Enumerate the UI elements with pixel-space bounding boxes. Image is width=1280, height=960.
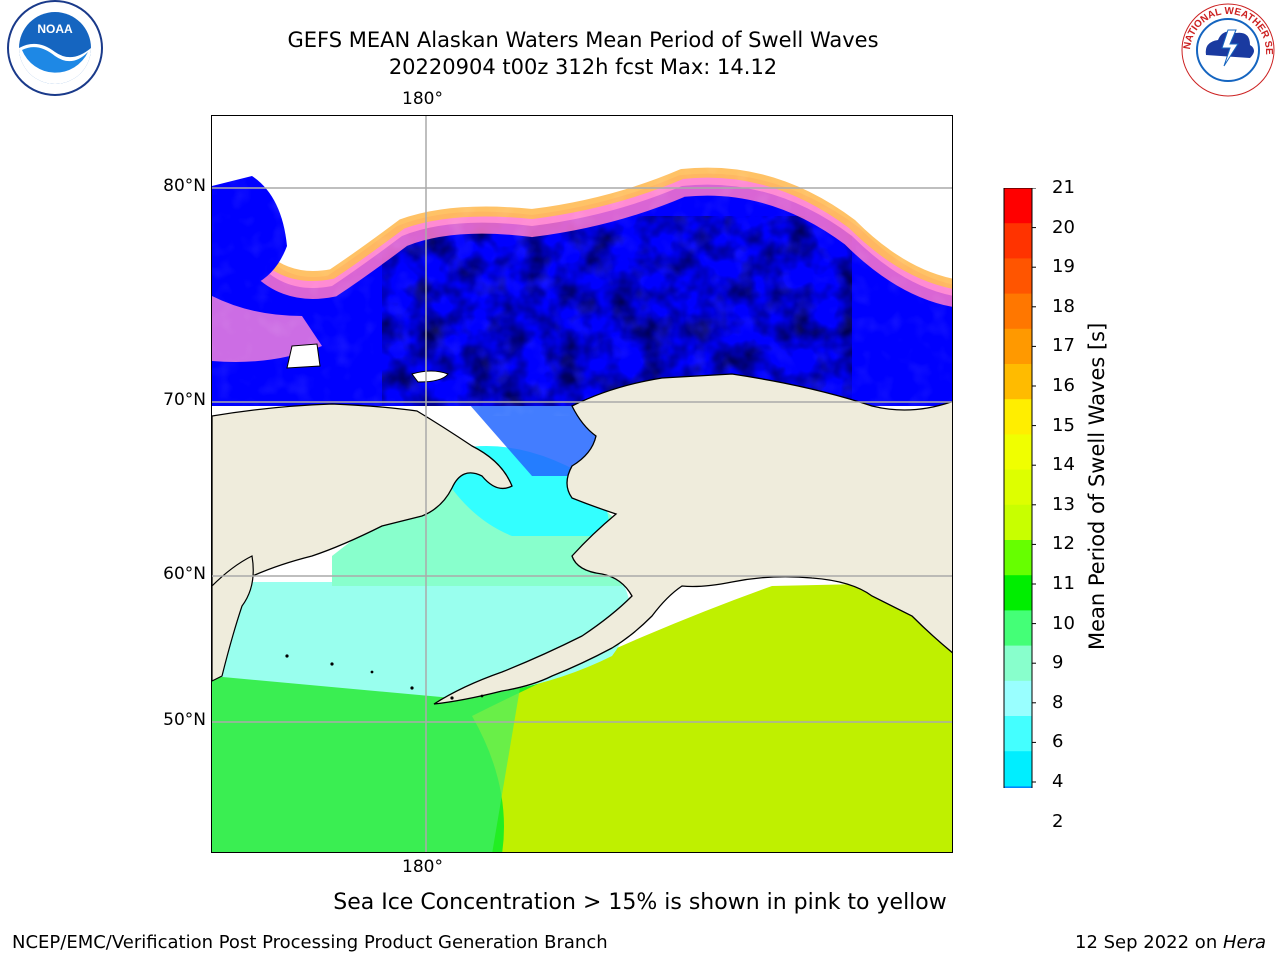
lat-label-80: 80°N bbox=[163, 176, 206, 196]
colorbar-tick-label: 16 bbox=[1052, 375, 1075, 396]
ocean-light-green bbox=[212, 656, 522, 852]
ocean-yellow-gulf bbox=[472, 582, 952, 852]
colorbar-segment bbox=[1004, 223, 1032, 259]
lat-label-60: 60°N bbox=[163, 564, 206, 584]
colorbar-tick-label: 2 bbox=[1052, 810, 1064, 832]
colorbar-segment bbox=[1004, 258, 1032, 295]
land-aleutians bbox=[285, 654, 484, 700]
land-kamchatka bbox=[212, 555, 254, 682]
colorbar-tick-label: 17 bbox=[1052, 335, 1075, 357]
colorbar-segment bbox=[1004, 364, 1032, 400]
colorbar-tick-label: 21 bbox=[1052, 177, 1075, 198]
colorbar-tick-label: 9 bbox=[1052, 652, 1064, 674]
colorbar bbox=[1002, 187, 1036, 851]
ice-texture bbox=[212, 116, 952, 416]
noaa-logo-text: NOAA bbox=[37, 22, 73, 36]
land-wrangel-island bbox=[286, 343, 321, 369]
lat-label-50: 50°N bbox=[163, 710, 206, 730]
colorbar-segment bbox=[1004, 540, 1032, 576]
footer-date-text: 12 Sep 2022 on bbox=[1075, 932, 1223, 953]
colorbar-segment bbox=[1004, 504, 1032, 541]
colorbar-segment bbox=[1004, 610, 1032, 647]
colorbar-tick-label: 15 bbox=[1052, 414, 1075, 436]
colorbar-segment bbox=[1004, 575, 1032, 611]
colorbar-tick-label: 4 bbox=[1052, 771, 1064, 792]
colorbar-tick-label: 18 bbox=[1052, 295, 1075, 317]
lat-label-70: 70°N bbox=[163, 390, 206, 410]
colorbar-svg bbox=[1003, 187, 1036, 851]
map-panel bbox=[211, 115, 953, 853]
footer-date: 12 Sep 2022 on Hera bbox=[1075, 932, 1266, 953]
colorbar-segment bbox=[1004, 328, 1032, 365]
colorbar-label: Mean Period of Swell Waves [s] bbox=[1085, 322, 1109, 650]
colorbar-segment bbox=[1004, 399, 1032, 435]
land-alaska bbox=[433, 373, 952, 705]
footer-branch: NCEP/EMC/Verification Post Processing Pr… bbox=[12, 932, 608, 953]
colorbar-segment bbox=[1004, 680, 1032, 717]
colorbar-segment bbox=[1004, 716, 1032, 752]
colorbar-tick-label: 8 bbox=[1052, 691, 1064, 713]
colorbar-tick-label: 20 bbox=[1052, 216, 1075, 238]
colorbar-segment bbox=[1004, 434, 1032, 471]
colorbar-tick-label: 14 bbox=[1052, 454, 1075, 476]
colorbar-segment bbox=[1004, 188, 1032, 224]
colorbar-tick-label: 11 bbox=[1052, 573, 1075, 594]
colorbar-tick-label: 13 bbox=[1052, 493, 1075, 515]
nws-logo: NATIONAL WEATHER SERVICE bbox=[1174, 0, 1280, 102]
colorbar-segment bbox=[1004, 469, 1032, 506]
lon-label-top: 180° bbox=[402, 89, 443, 109]
graticule bbox=[212, 116, 952, 852]
land-siberia bbox=[212, 403, 513, 587]
lon-label-bottom: 180° bbox=[402, 857, 443, 877]
colorbar-segment bbox=[1004, 786, 1032, 823]
sea-ice-note: Sea Ice Concentration > 15% is shown in … bbox=[333, 890, 947, 915]
footer-host: Hera bbox=[1222, 932, 1266, 953]
chart-title-line1: GEFS MEAN Alaskan Waters Mean Period of … bbox=[287, 28, 879, 52]
colorbar-tick-label: 10 bbox=[1052, 612, 1075, 634]
swell-period-map bbox=[212, 116, 952, 852]
noaa-logo: NOAA bbox=[2, 0, 104, 102]
colorbar-segment bbox=[1004, 645, 1032, 682]
colorbar-segment bbox=[1004, 751, 1032, 787]
colorbar-tick-label: 19 bbox=[1052, 256, 1075, 278]
colorbar-tick-label: 6 bbox=[1052, 731, 1064, 753]
chart-title-line2: 20220904 t00z 312h fcst Max: 14.12 bbox=[388, 55, 778, 79]
colorbar-segment bbox=[1004, 293, 1032, 330]
colorbar-tick-label: 12 bbox=[1052, 533, 1075, 555]
